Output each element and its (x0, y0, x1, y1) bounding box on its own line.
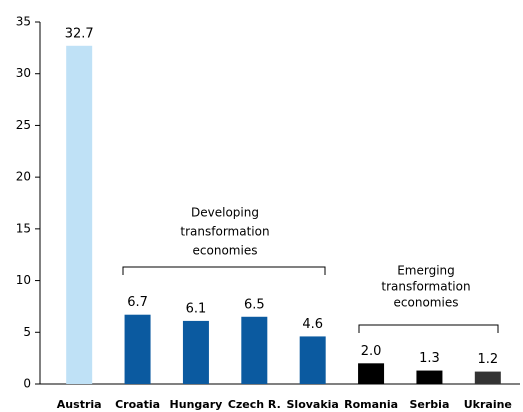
x-tick-label: Romania (344, 398, 398, 411)
bar (182, 320, 209, 384)
group-label: Developing (191, 206, 259, 220)
group-bracket (122, 266, 326, 275)
bar (66, 45, 93, 384)
bar (241, 316, 268, 384)
group-label: transformation (381, 280, 470, 294)
x-tick-label: Czech R. (228, 398, 281, 411)
group-bracket (358, 324, 499, 333)
y-tick-label: 20 (16, 170, 31, 184)
value-label: 1.3 (419, 351, 440, 366)
group-label: economies (193, 244, 258, 258)
y-tick-label: 25 (16, 118, 31, 132)
bar (124, 314, 151, 384)
value-label: 4.6 (302, 317, 323, 332)
value-label: 6.7 (127, 295, 148, 310)
value-label: 6.5 (244, 297, 265, 312)
group-label: economies (394, 296, 459, 310)
group-label: transformation (180, 225, 269, 239)
x-tick-label: Ukraine (464, 398, 512, 411)
bar (474, 371, 501, 384)
y-tick-label: 35 (16, 15, 31, 29)
value-label: 6.1 (186, 301, 207, 316)
y-tick-label: 0 (23, 377, 31, 391)
x-tick-label: Austria (57, 398, 102, 411)
x-tick-label: Serbia (410, 398, 450, 411)
value-label: 32.7 (65, 26, 94, 41)
x-tick-label: Slovakia (287, 398, 339, 411)
y-tick-label: 15 (16, 221, 31, 235)
bar (299, 336, 326, 384)
group-label: Emerging (397, 264, 455, 278)
bar (358, 363, 385, 384)
y-tick-label: 5 (23, 325, 31, 339)
x-tick-label: Hungary (170, 398, 223, 411)
value-label: 1.2 (477, 352, 498, 367)
bar (416, 370, 443, 384)
y-tick-label: 30 (16, 66, 31, 80)
y-tick-label: 10 (16, 273, 31, 287)
x-tick-label: Croatia (115, 398, 160, 411)
value-label: 2.0 (361, 344, 382, 359)
